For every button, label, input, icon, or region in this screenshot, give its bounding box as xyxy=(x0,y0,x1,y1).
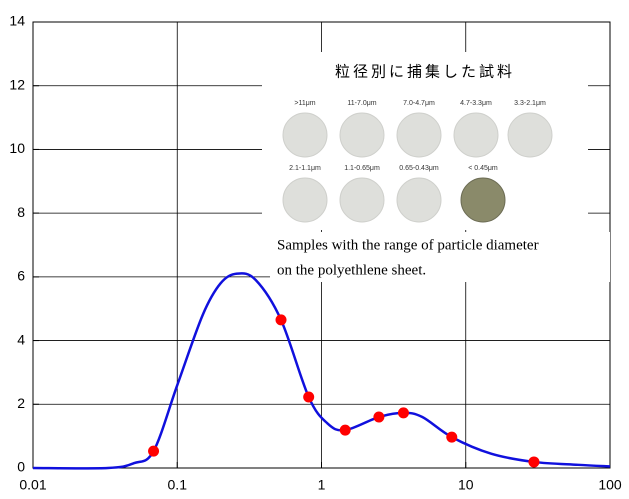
sample-label: 0.65-0.43μm xyxy=(399,165,439,172)
sample-disc xyxy=(460,177,506,223)
x-tick-label: 0.01 xyxy=(19,477,46,493)
sample-label: 1.1-0.65μm xyxy=(344,165,380,172)
sample-disc xyxy=(339,177,385,223)
data-point xyxy=(528,456,540,468)
y-tick-label: 12 xyxy=(9,76,25,92)
sample-disc xyxy=(339,112,385,158)
sample-label: 2.1-1.1μm xyxy=(289,165,321,172)
sample-disc xyxy=(453,112,499,158)
y-tick-label: 4 xyxy=(17,331,25,347)
x-tick-label: 0.1 xyxy=(168,477,188,493)
data-point xyxy=(148,445,160,457)
y-tick-label: 2 xyxy=(17,395,25,411)
data-point xyxy=(303,391,315,403)
data-point xyxy=(373,411,385,423)
inset: 粒径別に捕集した試料 >11μm 11-7.0μm 7.0-4.7μm 4.7-3.3μ… xyxy=(262,52,610,282)
y-tick-label: 10 xyxy=(9,140,25,156)
sample-disc xyxy=(396,112,442,158)
sample-disc xyxy=(282,112,328,158)
sample-label: 7.0-4.7μm xyxy=(403,100,435,107)
sample-label: >11μm xyxy=(294,100,315,107)
data-point xyxy=(339,424,351,436)
sample-label: 3.3-2.1μm xyxy=(514,100,546,107)
sample-label: 11-7.0μm xyxy=(347,100,376,107)
curve xyxy=(32,272,611,470)
sample-label: 4.7-3.3μm xyxy=(460,100,492,107)
y-tick-label: 14 xyxy=(9,13,25,29)
x-tick-label: 100 xyxy=(598,477,622,493)
inset-caption: on the polyethlene sheet. xyxy=(277,262,426,278)
sample-disc xyxy=(396,177,442,223)
caption-bg xyxy=(270,232,610,282)
inset-title: 粒径別に捕集した試料 xyxy=(335,63,515,81)
sample-disc xyxy=(282,177,328,223)
data-point xyxy=(397,407,409,419)
y-tick-label: 0 xyxy=(17,459,25,475)
x-tick-label: 1 xyxy=(318,477,326,493)
data-point xyxy=(275,314,287,326)
data-point xyxy=(446,431,458,443)
sample-disc xyxy=(507,112,553,158)
y-tick-label: 8 xyxy=(17,204,25,220)
sample-label: < 0.45μm xyxy=(468,165,498,172)
x-tick-label: 10 xyxy=(458,477,474,493)
inset-caption: Samples with the range of particle diame… xyxy=(277,237,539,253)
y-tick-label: 6 xyxy=(17,268,25,284)
